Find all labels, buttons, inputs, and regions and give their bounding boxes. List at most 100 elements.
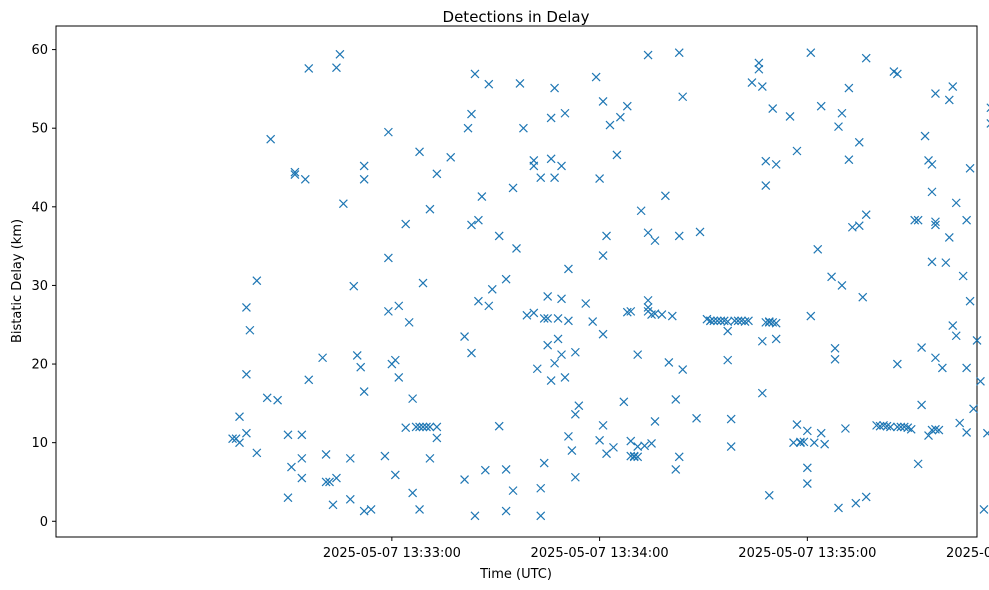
data-point <box>328 500 338 510</box>
data-point <box>754 64 764 74</box>
data-point <box>560 372 570 382</box>
data-point <box>297 430 307 440</box>
y-tick-label: 30 <box>31 279 48 294</box>
data-point <box>404 317 414 327</box>
data-point <box>615 112 625 122</box>
data-point <box>273 395 283 405</box>
data-point <box>473 296 483 306</box>
data-point <box>508 183 518 193</box>
data-point <box>463 123 473 133</box>
data-point <box>570 409 580 419</box>
data-point <box>411 422 421 432</box>
y-tick-label: 0 <box>40 515 48 530</box>
data-point <box>390 470 400 480</box>
data-point <box>709 316 719 326</box>
data-point <box>467 220 476 230</box>
data-point <box>965 296 975 306</box>
data-point <box>460 475 469 485</box>
data-point <box>934 425 944 435</box>
data-point <box>650 417 660 426</box>
data-point <box>969 404 978 414</box>
data-point <box>501 274 511 284</box>
data-point <box>768 317 778 327</box>
data-point <box>771 334 781 344</box>
data-point <box>332 63 341 73</box>
data-point <box>948 321 958 330</box>
data-point <box>283 430 293 440</box>
data-point <box>643 295 653 305</box>
data-point <box>383 253 393 263</box>
data-point <box>380 451 390 461</box>
data-point <box>820 439 830 449</box>
data-point <box>598 420 608 430</box>
data-point <box>345 453 355 463</box>
data-point <box>761 317 771 327</box>
data-point <box>944 95 954 105</box>
data-point <box>619 397 629 407</box>
data-point <box>352 350 362 360</box>
data-point <box>359 174 369 184</box>
data-point <box>962 215 972 225</box>
y-tick-label: 50 <box>31 122 48 137</box>
data-point <box>795 437 805 447</box>
data-point <box>598 251 608 260</box>
data-point <box>359 161 369 171</box>
data-point <box>512 244 521 253</box>
data-point <box>283 493 293 503</box>
data-point <box>235 438 244 448</box>
data-point <box>910 215 920 225</box>
data-point <box>671 464 681 474</box>
y-axis-label: Bistatic Delay (km) <box>10 219 25 343</box>
data-point <box>982 428 989 438</box>
data-point <box>321 477 331 487</box>
data-point <box>522 310 532 320</box>
data-point <box>906 424 916 434</box>
data-point <box>674 452 684 462</box>
data-point <box>529 308 539 318</box>
data-point <box>297 473 307 483</box>
data-point <box>359 506 369 516</box>
data-point <box>567 446 577 455</box>
data-point <box>394 372 404 382</box>
data-point <box>674 48 684 58</box>
data-point <box>730 316 740 326</box>
data-point <box>958 271 968 281</box>
data-point <box>726 442 736 452</box>
data-point <box>626 306 636 316</box>
data-point <box>473 215 483 225</box>
data-point <box>390 355 400 365</box>
data-point <box>515 78 525 88</box>
data-point <box>480 465 490 475</box>
data-point <box>792 420 802 430</box>
data-point <box>920 131 930 141</box>
data-point <box>927 425 937 435</box>
data-point <box>536 483 546 493</box>
data-point <box>536 511 546 521</box>
data-point <box>834 503 843 513</box>
data-point <box>432 422 442 432</box>
data-point <box>858 292 868 302</box>
data-point <box>640 441 650 451</box>
data-point <box>543 292 553 301</box>
data-point <box>841 424 850 433</box>
y-tick-label: 10 <box>31 436 48 451</box>
data-point <box>892 422 902 432</box>
data-point <box>598 329 608 339</box>
data-point <box>785 111 795 121</box>
data-point <box>647 310 656 319</box>
data-point <box>660 191 670 201</box>
data-point <box>761 181 771 191</box>
x-tick-label: 2025-05-07 13:34:00 <box>531 546 669 561</box>
data-point <box>470 511 480 521</box>
data-point <box>931 220 940 230</box>
data-point <box>802 479 812 488</box>
data-point <box>809 438 819 448</box>
data-point <box>609 442 618 452</box>
data-point <box>550 173 560 183</box>
data-point <box>356 362 366 372</box>
data-point <box>477 192 487 202</box>
data-point <box>816 428 826 438</box>
data-point <box>962 363 972 373</box>
data-point <box>591 72 601 82</box>
data-point <box>626 436 636 446</box>
